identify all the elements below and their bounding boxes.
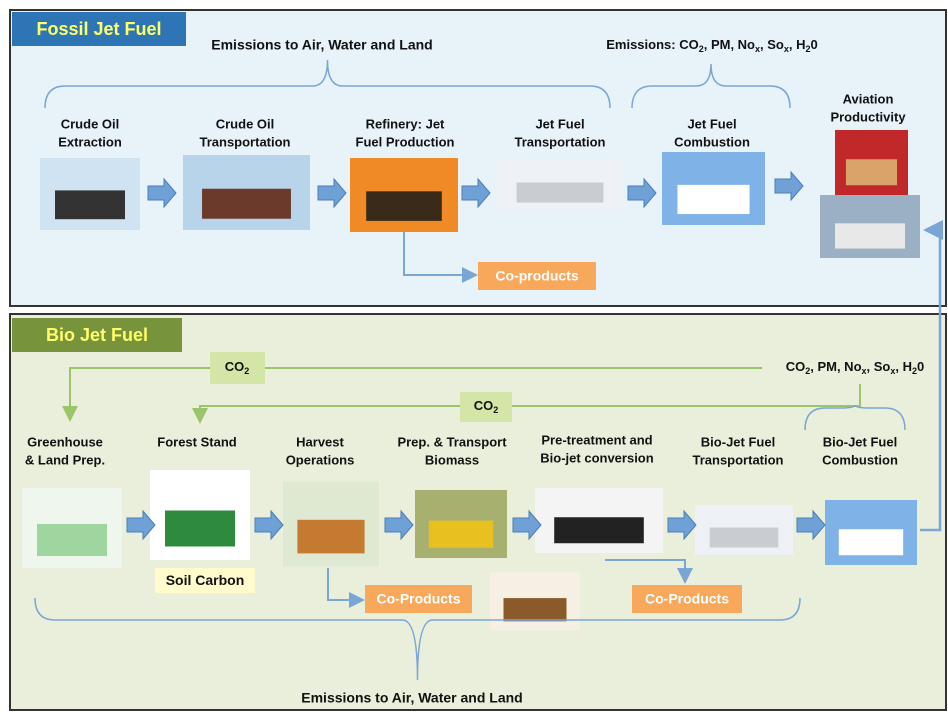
step-label: Transportation xyxy=(692,452,783,467)
image-detail xyxy=(846,159,897,185)
step-label: Combustion xyxy=(822,452,898,467)
bio-title: Bio Jet Fuel xyxy=(46,325,148,345)
text-part: CO xyxy=(474,398,494,413)
image-detail xyxy=(55,190,125,219)
diagram: Fossil Jet Fuel Bio Jet Fuel Emissions t… xyxy=(0,0,948,712)
text-part: 2 xyxy=(493,405,498,415)
step-label: Bio-Jet Fuel xyxy=(823,434,897,449)
step-label: Combustion xyxy=(674,134,750,149)
image-detail xyxy=(677,185,749,214)
box-label: Co-Products xyxy=(377,591,461,607)
box-label: Soil Carbon xyxy=(166,572,245,588)
step-label: Harvest xyxy=(296,434,344,449)
text-part: CO xyxy=(225,359,245,374)
step-label: Productivity xyxy=(830,109,906,124)
image-detail xyxy=(835,223,905,248)
emissions-label: Emissions to Air, Water and Land xyxy=(301,690,522,706)
text-part: 2 xyxy=(244,366,249,376)
image-detail xyxy=(366,191,442,221)
image-detail xyxy=(37,524,107,556)
image-detail xyxy=(839,529,903,555)
fossil-title: Fossil Jet Fuel xyxy=(36,19,161,39)
step-label: Bio-jet conversion xyxy=(540,450,653,465)
step-label: Transportation xyxy=(514,134,605,149)
step-label: Crude Oil xyxy=(61,116,120,131)
step-label: Jet Fuel xyxy=(535,116,584,131)
step-label: & Land Prep. xyxy=(25,452,105,467)
text-part: CO xyxy=(786,359,806,374)
step-label: Crude Oil xyxy=(216,116,275,131)
step-label: Transportation xyxy=(199,134,290,149)
step-label: Aviation xyxy=(843,91,894,106)
text-part: Emissions: CO xyxy=(606,37,698,52)
image-detail xyxy=(504,598,567,621)
text-part: , So xyxy=(760,37,784,52)
step-label: Extraction xyxy=(58,134,122,149)
step-label: Fuel Production xyxy=(356,134,455,149)
emissions-label: Emissions to Air, Water and Land xyxy=(211,37,432,53)
image-detail xyxy=(165,511,235,547)
step-label: Forest Stand xyxy=(157,434,237,449)
text-part: , So xyxy=(867,359,891,374)
text-part: , PM, No xyxy=(704,37,755,52)
image-detail xyxy=(554,517,644,543)
fossil-panel xyxy=(10,10,946,306)
text-part: 0 xyxy=(917,359,924,374)
step-label: Greenhouse xyxy=(27,434,103,449)
step-label: Jet Fuel xyxy=(687,116,736,131)
step-label: Prep. & Transport xyxy=(397,434,507,449)
text-part: 0 xyxy=(811,37,818,52)
step-label: Biomass xyxy=(425,452,479,467)
text-part: , H xyxy=(895,359,912,374)
step-label: Pre-treatment and xyxy=(541,432,652,447)
image-detail xyxy=(429,521,493,548)
box-label: Co-products xyxy=(495,268,578,284)
image-detail xyxy=(202,189,291,219)
text-part: , PM, No xyxy=(810,359,861,374)
image-detail xyxy=(710,528,779,548)
box-label: Co-Products xyxy=(645,591,729,607)
step-label: Refinery: Jet xyxy=(366,116,445,131)
step-label: Bio-Jet Fuel xyxy=(701,434,775,449)
image-detail xyxy=(517,183,604,203)
text-part: , H xyxy=(789,37,806,52)
step-label: Operations xyxy=(286,452,355,467)
image-detail xyxy=(297,520,364,554)
